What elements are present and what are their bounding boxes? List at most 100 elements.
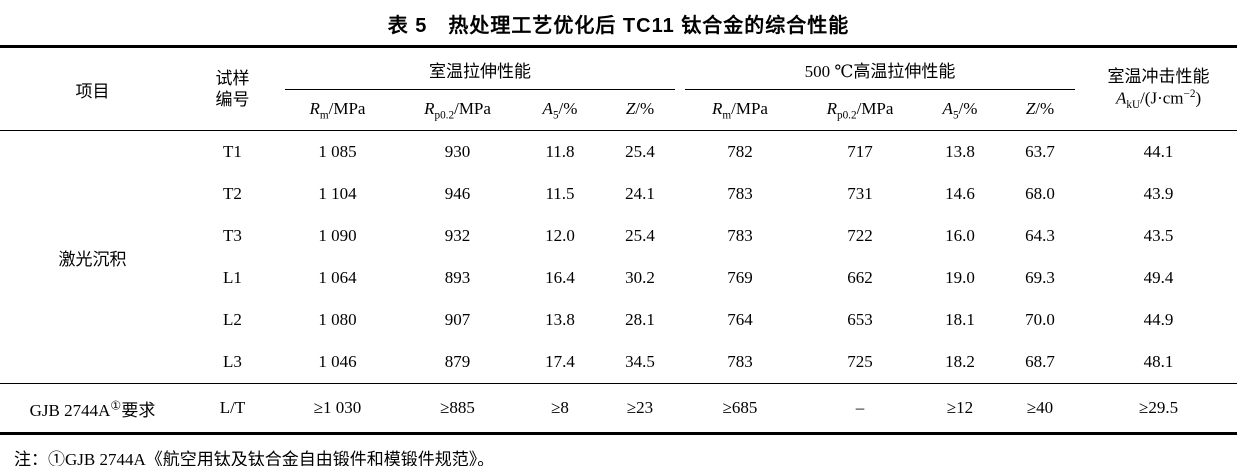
table-cell: 30.2 [625,268,655,287]
sample-id: L2 [223,310,242,329]
col-group-room-temp-label: 室温拉伸性能 [285,48,675,90]
table-cell: 16.0 [945,226,975,245]
table-cell: 783 [727,226,753,245]
table-cell: 930 [444,142,471,161]
table-row: L3 1 046 879 17.4 34.5 783 725 18.2 68.7 48.1 [0,341,1237,384]
table-cell: 769 [727,268,753,287]
table-header: 项目 试样 编号 室温拉伸性能 500 ℃高温拉伸性能 室温冲击性能 AkU/(… [0,47,1237,131]
table-cell: 34.5 [625,352,655,371]
table-cell: 731 [847,184,873,203]
requirement-section: GJB 2744A①要求 L/T ≥1 030 ≥885 ≥8 ≥23 ≥685… [0,383,1237,434]
table-cell: 63.7 [1025,142,1055,161]
requirement-sample-id: L/T [219,398,246,417]
col-header-sample-line2: 编号 [215,90,250,109]
requirement-cell: ≥40 [1026,398,1054,417]
table-row: 激光沉积 T1 1 085 930 11.8 25.4 782 717 13.8 63.7 44.1 [0,131,1237,269]
table-cell: 764 [727,310,753,329]
requirement-cell: ≥885 [440,398,475,417]
table-cell: 68.7 [1025,352,1055,371]
table-row: L2 1 080 907 13.8 28.1 764 653 18.1 70.0 44.9 [0,299,1237,341]
requirement-cell: ≥1 030 [313,398,362,417]
table-cell: 16.4 [545,268,575,287]
table-cell: 783 [727,352,753,371]
col-header-sample-id: 试样 编号 [185,47,280,131]
table-cell: 653 [847,310,873,329]
table-cell: 1 090 [318,226,357,245]
sample-id: L3 [223,352,242,371]
properties-table: 项目 试样 编号 室温拉伸性能 500 ℃高温拉伸性能 室温冲击性能 AkU/(… [0,45,1237,435]
table-cell: 1 085 [318,142,357,161]
requirement-cell: ≥23 [626,398,654,417]
table-cell: 1 080 [318,310,357,329]
sub-header-row: Rm/MPa Rp0.2/MPa A5/% Z/% Rm/MPa Rp0.2/MPa A5/… [0,90,1237,131]
col-header-a5: A5/% [942,98,978,122]
col-header-rm: Rm/MPa [712,98,768,122]
table-cell: 783 [727,184,753,203]
table-row: T2 1 104 946 11.5 24.1 783 731 14.6 68.0 43.9 [0,173,1237,215]
col-header-z: Z/% [1025,98,1055,118]
col-group-room-temp-tensile: 室温拉伸性能 [280,47,680,90]
table-cell: 946 [444,184,471,203]
table-cell: 43.9 [1143,184,1174,203]
col-header-rm: Rm/MPa [309,98,366,122]
table-cell: 879 [444,352,471,371]
table-cell: 725 [847,352,873,371]
table-body: 激光沉积 T1 1 085 930 11.8 25.4 782 717 13.8 63.7 44.1… [0,130,1237,384]
sample-id: T1 [223,142,242,161]
sample-id: L1 [223,268,242,287]
table-cell: 44.9 [1143,310,1174,329]
col-header-item: 项目 [75,81,110,101]
table-cell: 44.1 [1143,142,1174,161]
table-cell: 18.1 [945,310,975,329]
table-cell: 18.2 [945,352,975,371]
table-row: L1 1 064 893 16.4 30.2 769 662 19.0 69.3 49.4 [0,257,1237,299]
table-cell: 28.1 [625,310,655,329]
col-header-rp02: Rp0.2/MPa [424,98,491,122]
col-header-impact: 室温冲击性能 AkU/(J·cm−2) [1080,47,1237,131]
table-note: 注：①GJB 2744A《航空用钛及钛合金自由锻件和模锻件规范》。 [14,450,495,466]
table-title: 表 5 热处理工艺优化后 TC11 钛合金的综合性能 [387,15,850,37]
table-cell: 12.0 [545,226,575,245]
table-cell: 14.6 [945,184,975,203]
table-cell: 717 [847,142,873,161]
table-cell: 13.8 [945,142,975,161]
table-cell: 69.3 [1025,268,1055,287]
sample-id: T3 [223,226,242,245]
table-cell: 722 [847,226,873,245]
table-cell: 49.4 [1143,268,1174,287]
col-header-rp02: Rp0.2/MPa [826,98,894,122]
requirement-label: GJB 2744A①要求 [29,397,156,420]
table-cell: 13.8 [545,310,575,329]
requirement-cell: ≥12 [946,398,974,417]
col-header-impact-title: 室温冲击性能 [1107,66,1210,86]
requirement-row: GJB 2744A①要求 L/T ≥1 030 ≥885 ≥8 ≥23 ≥685… [0,384,1237,434]
table-cell: 11.8 [545,142,575,161]
requirement-cell: ≥29.5 [1138,398,1179,417]
col-header-sample-line1: 试样 [215,68,250,88]
table-cell: 782 [727,142,753,161]
table-cell: 25.4 [625,142,655,161]
table-cell: 932 [444,226,471,245]
table-cell: 17.4 [545,352,575,371]
table-cell: 893 [444,268,471,287]
table-cell: 1 104 [318,184,357,203]
table-cell: 64.3 [1025,226,1055,245]
row-group-label: 激光沉积 [58,249,127,269]
requirement-cell: ≥685 [722,398,758,417]
table-cell: 662 [847,268,873,287]
table-cell: 11.5 [545,184,575,203]
table-row: T3 1 090 932 12.0 25.4 783 722 16.0 64.3 43.5 [0,215,1237,257]
table-cell: 43.5 [1143,226,1174,245]
table-cell: 24.1 [625,184,655,203]
col-header-a5: A5/% [542,98,578,122]
col-group-high-temp-tensile: 500 ℃高温拉伸性能 [680,47,1080,90]
col-group-high-temp-label: 500 ℃高温拉伸性能 [685,48,1076,90]
table-cell: 25.4 [625,226,655,245]
table-cell: 19.0 [945,268,975,287]
table-cell: 907 [444,310,471,329]
table-cell: 48.1 [1143,352,1174,371]
table-cell: 1 046 [318,352,357,371]
table-cell: 70.0 [1025,310,1055,329]
sample-id: T2 [223,184,242,203]
